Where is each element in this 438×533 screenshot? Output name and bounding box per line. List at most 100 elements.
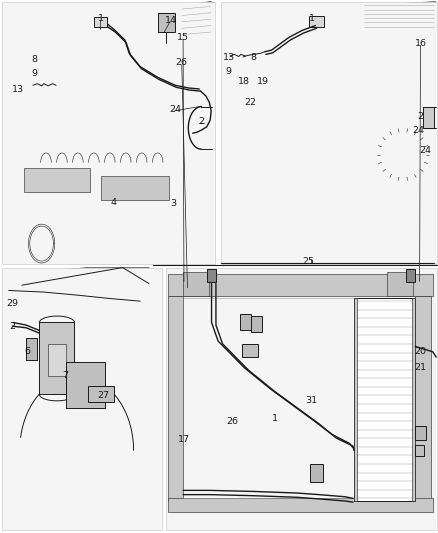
Polygon shape	[253, 184, 271, 211]
Bar	[415, 296, 431, 501]
Text: 17: 17	[178, 435, 190, 444]
Bar	[168, 296, 183, 501]
Text: 9: 9	[226, 67, 232, 76]
Circle shape	[254, 475, 265, 486]
Polygon shape	[138, 200, 160, 227]
Bar	[183, 272, 209, 296]
Polygon shape	[360, 195, 380, 221]
Text: 6: 6	[24, 348, 30, 356]
Bar	[2, 2, 215, 264]
Circle shape	[85, 378, 99, 391]
Text: 22: 22	[244, 98, 257, 107]
Bar	[168, 498, 433, 512]
Text: 7: 7	[62, 372, 68, 380]
Text: 1: 1	[272, 414, 278, 423]
Bar	[242, 344, 258, 357]
Text: 19: 19	[257, 77, 269, 85]
Bar	[415, 426, 426, 440]
Text: 15: 15	[177, 33, 189, 42]
Text: 3: 3	[170, 199, 176, 208]
Circle shape	[94, 21, 97, 23]
Polygon shape	[374, 112, 436, 219]
Polygon shape	[180, 2, 215, 40]
Bar	[309, 16, 324, 27]
Text: 24: 24	[169, 105, 181, 114]
Polygon shape	[361, 2, 436, 35]
Circle shape	[318, 21, 321, 23]
Bar	[24, 168, 90, 192]
Polygon shape	[99, 200, 120, 227]
Circle shape	[11, 296, 22, 306]
Circle shape	[79, 372, 105, 398]
Circle shape	[97, 21, 99, 23]
Bar	[48, 344, 66, 376]
Circle shape	[322, 21, 325, 23]
Bar	[354, 298, 357, 501]
Text: 29: 29	[6, 300, 18, 308]
Polygon shape	[277, 184, 294, 211]
Circle shape	[99, 21, 102, 23]
Polygon shape	[118, 200, 140, 227]
Circle shape	[242, 60, 253, 70]
Text: 24: 24	[419, 146, 431, 155]
Polygon shape	[300, 184, 318, 211]
Bar	[406, 269, 415, 282]
Bar	[39, 322, 74, 394]
Bar	[2, 268, 162, 530]
Bar	[412, 298, 415, 501]
Polygon shape	[387, 195, 406, 221]
Circle shape	[31, 232, 53, 255]
Polygon shape	[334, 195, 353, 221]
Circle shape	[379, 131, 427, 179]
Bar	[423, 107, 434, 128]
Text: 26: 26	[226, 417, 238, 425]
Text: 9: 9	[31, 69, 37, 77]
Bar	[66, 362, 105, 408]
Polygon shape	[18, 208, 201, 259]
Bar	[158, 13, 175, 32]
Text: 24: 24	[412, 126, 424, 134]
Text: 18: 18	[238, 77, 251, 85]
Bar	[354, 298, 415, 501]
Circle shape	[241, 70, 250, 79]
Text: 8: 8	[31, 55, 37, 64]
Bar	[101, 176, 169, 200]
Circle shape	[177, 483, 191, 496]
Circle shape	[105, 21, 108, 23]
Polygon shape	[158, 200, 180, 227]
Polygon shape	[230, 203, 427, 256]
Bar	[88, 386, 114, 402]
Circle shape	[35, 237, 48, 250]
Text: 2: 2	[9, 322, 15, 330]
Circle shape	[21, 219, 36, 235]
Polygon shape	[9, 268, 158, 293]
Polygon shape	[57, 192, 79, 216]
Text: 31: 31	[305, 397, 317, 405]
Bar	[26, 338, 37, 360]
Circle shape	[315, 21, 318, 23]
Text: 1: 1	[309, 14, 315, 23]
Bar	[240, 314, 251, 330]
Text: 20: 20	[414, 348, 427, 356]
Text: 25: 25	[303, 257, 315, 265]
Bar	[387, 272, 413, 296]
Circle shape	[312, 21, 314, 23]
Polygon shape	[9, 325, 158, 522]
Text: 2: 2	[198, 117, 205, 126]
Text: 13: 13	[223, 53, 235, 61]
Text: 16: 16	[414, 39, 427, 48]
Polygon shape	[74, 192, 96, 216]
Polygon shape	[22, 192, 44, 216]
Text: 27: 27	[97, 391, 109, 400]
Bar	[207, 269, 216, 282]
Circle shape	[388, 139, 418, 170]
Text: 14: 14	[165, 16, 177, 25]
Polygon shape	[308, 195, 327, 221]
Bar	[251, 316, 262, 332]
Bar	[310, 464, 323, 482]
Polygon shape	[39, 192, 61, 216]
Circle shape	[230, 472, 241, 482]
Bar	[94, 17, 107, 27]
Bar	[166, 268, 437, 530]
Text: 1: 1	[98, 14, 104, 23]
